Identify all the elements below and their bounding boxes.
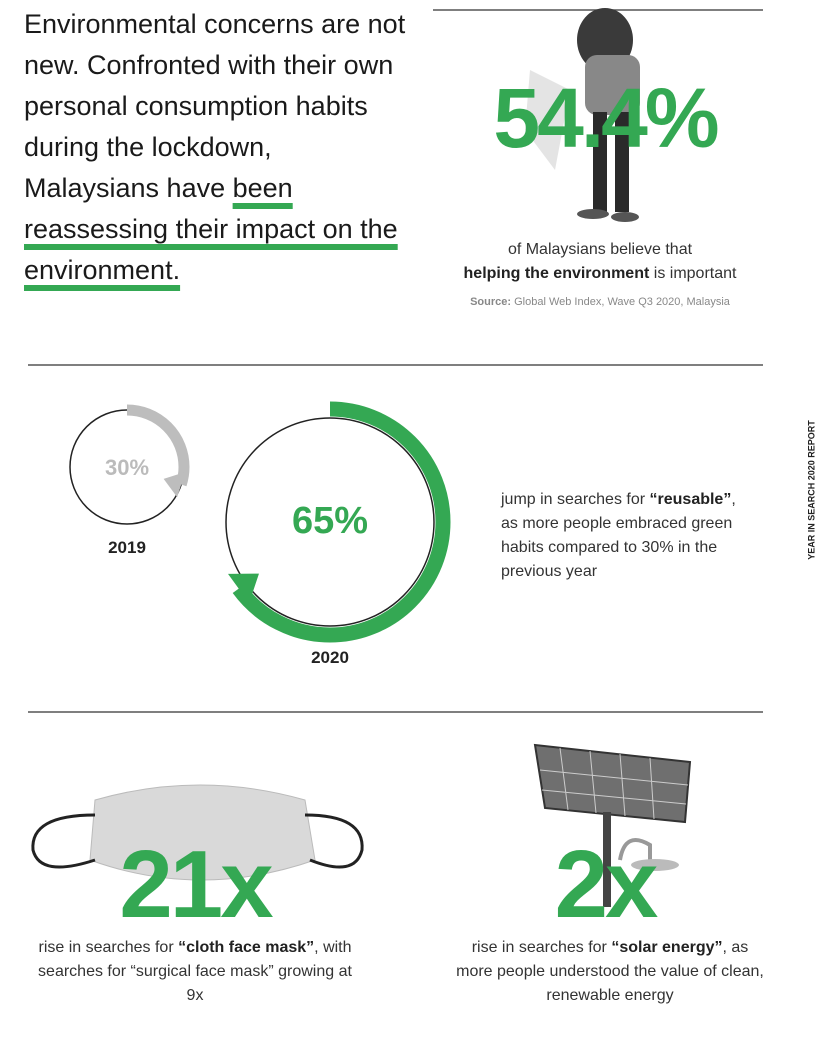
mask-photo (31, 784, 364, 881)
mask-caption: rise in searches for “cloth face mask”, … (30, 936, 360, 1008)
source-text: Global Web Index, Wave Q3 2020, Malaysia (514, 296, 730, 308)
caption: rise in searches for (471, 939, 607, 956)
caption-bold: “reusable” (649, 491, 732, 508)
mask-figure: 21x (119, 831, 273, 938)
stat-caption: of Malaysians believe that helping the en… (430, 238, 770, 286)
ring-label: 65% (291, 500, 369, 542)
reusable-caption: jump in searches for “reusable”, as more… (501, 488, 736, 584)
caption: rise in searches for (38, 939, 174, 956)
solar-caption: rise in searches for “solar energy”, as … (455, 936, 765, 1008)
woman-photo (525, 8, 640, 222)
caption: , as more people understood the value of… (456, 939, 764, 1004)
ring-outline (225, 417, 435, 627)
intro-text: Environmental concerns are not new. Conf… (24, 4, 409, 291)
ring-arc (64, 404, 190, 530)
ring-arrow (163, 472, 186, 498)
side-label: YEAR IN SEARCH 2020 REPORT (806, 420, 816, 560)
caption: of Malaysians believe that (507, 241, 693, 258)
stat-figure: 54.4% (493, 71, 719, 165)
caption-bold: “solar energy” (611, 939, 723, 956)
caption-bold: helping the environment (463, 265, 650, 282)
caption-bold: “cloth face mask” (178, 939, 315, 956)
source-label: Source: (470, 296, 512, 308)
caption: , as more people embraced green habits c… (501, 491, 736, 580)
solar-figure: 2x (554, 831, 659, 938)
intro-highlight: been reassessing their impact on the env… (24, 173, 398, 285)
solar-panel-photo (533, 743, 692, 907)
ring-label: 30% (104, 455, 150, 480)
intro: Environmental concerns are not new. Conf… (24, 9, 406, 203)
year-label: 2019 (108, 538, 146, 557)
caption: jump in searches for (501, 491, 646, 508)
year-label: 2020 (311, 648, 349, 667)
ring-arrow (228, 573, 259, 603)
source: Source: Global Web Index, Wave Q3 2020, … (430, 296, 770, 308)
ring-arc (209, 401, 451, 643)
caption: , with searches for “surgical face mask”… (38, 939, 352, 1004)
caption: is important (653, 265, 737, 282)
